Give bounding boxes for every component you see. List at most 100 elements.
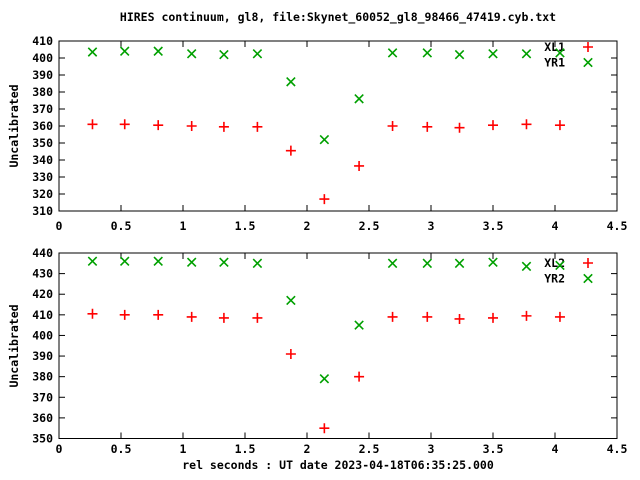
x-tick-label: 2.5 bbox=[359, 219, 380, 233]
x-tick-label: 0.5 bbox=[111, 442, 132, 456]
y-tick-label: 390 bbox=[32, 349, 53, 363]
x-tick-label: 1.5 bbox=[235, 219, 256, 233]
plus-icon bbox=[186, 121, 197, 131]
y-tick-label: 360 bbox=[32, 411, 53, 425]
plus-icon bbox=[422, 121, 433, 132]
plus-icon bbox=[319, 194, 330, 205]
cross-icon bbox=[521, 48, 532, 59]
y-tick-label: 380 bbox=[32, 85, 53, 99]
plus-icon bbox=[87, 119, 98, 130]
x-axis-label: rel seconds : UT date 2023-04-18T06:35:2… bbox=[182, 458, 494, 472]
y-tick-label: 340 bbox=[32, 153, 53, 167]
cross-icon bbox=[186, 257, 197, 268]
x-tick-label: 1 bbox=[180, 219, 187, 233]
plus-icon bbox=[218, 121, 229, 132]
legend-label: YR1 bbox=[544, 56, 565, 70]
legend-label: YR2 bbox=[544, 272, 565, 286]
series-XL1-points bbox=[87, 119, 565, 205]
x-tick-label: 3 bbox=[428, 442, 435, 456]
y-tick-label: 310 bbox=[32, 204, 53, 218]
bottom-panel: 350 360 370 380 390 400 410 420 430 440 0 0.5 1 1.5 2 2… bbox=[32, 246, 627, 456]
y-tick-label: 380 bbox=[32, 370, 53, 384]
cross-icon bbox=[252, 258, 263, 269]
plus-icon bbox=[119, 119, 130, 130]
top-panel: 310 320 330 340 350 360 370 380 390 400 410 0 0.5 1 1.… bbox=[32, 34, 627, 233]
x-tick-label: 4.5 bbox=[607, 442, 628, 456]
y-tick-label: 390 bbox=[32, 68, 53, 82]
plus-icon bbox=[583, 258, 593, 268]
plot-border bbox=[58, 40, 618, 212]
plus-icon bbox=[387, 121, 398, 131]
cross-icon bbox=[488, 48, 498, 59]
x-tick-label: 3.5 bbox=[483, 219, 504, 233]
cross-icon bbox=[583, 57, 593, 68]
x-tick-label: 0.5 bbox=[111, 219, 132, 233]
cross-icon bbox=[87, 256, 98, 267]
cross-icon bbox=[488, 257, 498, 268]
x-tick-label: 1 bbox=[180, 442, 187, 456]
cross-icon bbox=[583, 273, 593, 284]
cross-icon bbox=[119, 46, 130, 56]
plus-icon bbox=[87, 308, 98, 319]
plus-icon bbox=[285, 348, 296, 359]
y-tick-label: 440 bbox=[32, 246, 53, 260]
cross-icon bbox=[153, 46, 163, 56]
plus-icon bbox=[488, 312, 498, 323]
y-tick-label: 370 bbox=[32, 102, 53, 116]
cross-icon bbox=[319, 373, 330, 384]
cross-icon bbox=[252, 48, 263, 59]
x-tick-label: 2 bbox=[304, 219, 311, 233]
plus-icon bbox=[186, 311, 197, 322]
y-tick-label: 320 bbox=[32, 187, 53, 201]
cross-icon bbox=[354, 320, 364, 330]
y-tick-label: 420 bbox=[32, 287, 53, 301]
cross-icon bbox=[454, 258, 465, 269]
y-tick-label: 400 bbox=[32, 51, 53, 65]
y-tick-label: 370 bbox=[32, 390, 53, 404]
plus-icon bbox=[387, 311, 398, 322]
series-YR2-points bbox=[87, 256, 565, 384]
cross-icon bbox=[555, 48, 565, 58]
plus-icon bbox=[554, 311, 565, 322]
cross-icon bbox=[219, 257, 229, 268]
cross-icon bbox=[454, 49, 465, 60]
plus-icon bbox=[488, 120, 498, 131]
plus-icon bbox=[454, 313, 465, 324]
y-tick-label: 330 bbox=[32, 170, 53, 184]
x-tick-label: 1.5 bbox=[235, 442, 256, 456]
legend-label: XL1 bbox=[544, 40, 565, 54]
series-YR1-points bbox=[87, 46, 565, 145]
plus-icon bbox=[218, 312, 229, 323]
plus-icon bbox=[319, 423, 330, 434]
plus-icon bbox=[119, 309, 130, 320]
x-tick-label: 4.5 bbox=[607, 219, 628, 233]
plot-border bbox=[58, 252, 618, 439]
x-tick-label: 0 bbox=[56, 442, 63, 456]
cross-icon bbox=[286, 295, 296, 306]
cross-icon bbox=[119, 256, 130, 267]
y-tick-label: 410 bbox=[32, 308, 53, 322]
plus-icon bbox=[521, 310, 532, 321]
x-tick-label: 2 bbox=[304, 442, 311, 456]
cross-icon bbox=[387, 48, 398, 58]
cross-icon bbox=[87, 47, 98, 57]
plus-icon bbox=[354, 371, 365, 382]
y-tick-label: 410 bbox=[32, 34, 53, 48]
cross-icon bbox=[422, 48, 433, 58]
plus-icon bbox=[153, 309, 164, 320]
cross-icon bbox=[555, 260, 565, 271]
x-tick-label: 3 bbox=[428, 219, 435, 233]
y-tick-label: 360 bbox=[32, 119, 53, 133]
plus-icon bbox=[252, 121, 263, 132]
x-tick-label: 0 bbox=[56, 219, 63, 233]
y-tick-label: 350 bbox=[32, 136, 53, 150]
plus-icon bbox=[521, 119, 532, 130]
plus-icon bbox=[354, 160, 365, 171]
x-tick-label: 2.5 bbox=[359, 442, 380, 456]
cross-icon bbox=[521, 261, 532, 272]
plus-icon bbox=[583, 42, 593, 52]
plus-icon bbox=[422, 311, 433, 322]
cross-icon bbox=[153, 256, 163, 267]
